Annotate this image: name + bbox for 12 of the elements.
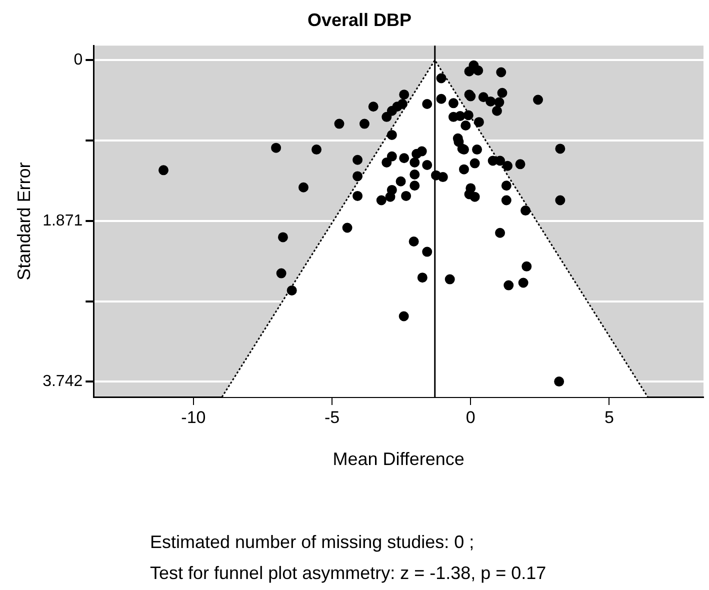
y-tick-label: 0 <box>74 52 83 69</box>
x-tick-label: 5 <box>604 408 614 427</box>
y-tick-label: 1.871 <box>42 212 83 230</box>
x-tick-label: 0 <box>466 408 476 427</box>
chart-title: Overall DBP <box>307 10 412 30</box>
text: Test for funnel plot asymmetry: z = -1.38, p = 0.17 <box>150 562 546 583</box>
y-axis-title: Standard Error <box>14 162 34 280</box>
text: Estimated number of missing studies: 0 ; <box>150 532 474 552</box>
y-tick-label: 3.742 <box>42 373 83 390</box>
x-tick-label: -10 <box>181 408 206 427</box>
x-tick-label: -5 <box>324 408 340 427</box>
x-axis-title: Mean Difference <box>332 449 464 470</box>
